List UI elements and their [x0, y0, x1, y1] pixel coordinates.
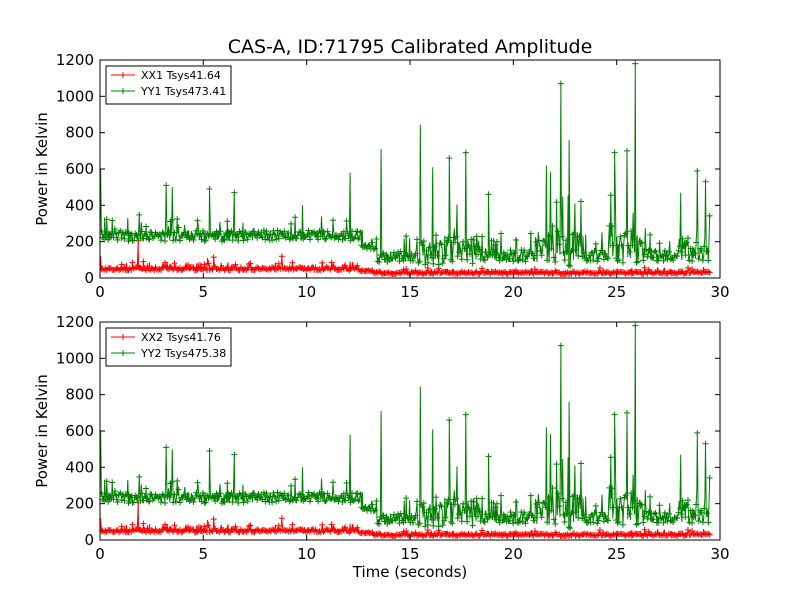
y-tick-label-2-4: 800 — [65, 386, 94, 404]
x-tick-label-2-5: 25 — [607, 545, 626, 563]
y-tick-label-2-3: 600 — [65, 422, 94, 440]
legend-label-1-2: YY1 Tsys473.41 — [140, 85, 226, 98]
y-axis-label-2: Power in Kelvin — [33, 374, 51, 488]
x-tick-label-1-0: 0 — [95, 283, 105, 301]
y-tick-label-1-5: 1000 — [56, 87, 94, 105]
legend-box-2 — [105, 327, 232, 367]
y-tick-label-1-0: 0 — [84, 269, 94, 287]
x-tick-label-1-4: 20 — [504, 283, 523, 301]
y-tick-label-1-3: 600 — [65, 160, 94, 178]
legend-label-2-1: XX2 Tsys41.76 — [141, 331, 221, 344]
x-tick-label-2-2: 10 — [297, 545, 316, 563]
y-axis-label-1: Power in Kelvin — [33, 112, 51, 226]
legend-swatch-marker-1-2 — [120, 88, 126, 94]
x-tick-label-2-4: 20 — [504, 545, 523, 563]
x-tick-label-1-6: 30 — [710, 283, 729, 301]
y-tick-label-1-6: 1200 — [56, 51, 94, 69]
x-tick-label-1-5: 25 — [607, 283, 626, 301]
subplot-2: 0 5 10 15 20 25 30 0 200 400 600 800 1000 1200 Power i… — [33, 313, 730, 581]
legend-swatch-marker-1-1 — [120, 72, 126, 78]
x-tick-label-2-0: 0 — [95, 545, 105, 563]
y-tick-label-1-2: 400 — [65, 196, 94, 214]
plot-area-2 — [100, 322, 713, 540]
y-tick-label-2-0: 0 — [84, 531, 94, 549]
legend-box-1 — [105, 65, 232, 105]
series-markers-1-2 — [100, 60, 713, 270]
series-markers-2-1 — [100, 499, 713, 540]
y-tick-label-2-2: 400 — [65, 458, 94, 476]
plot-area-1 — [100, 60, 713, 278]
legend-2: XX2 Tsys41.76 YY2 Tsys475.38 — [105, 327, 232, 367]
y-tick-label-1-1: 200 — [65, 233, 94, 251]
x-tick-label-2-3: 15 — [400, 545, 419, 563]
legend-label-2-2: YY2 Tsys475.38 — [140, 347, 226, 360]
x-tick-label-2-6: 30 — [710, 545, 729, 563]
y-tick-label-1-4: 800 — [65, 124, 94, 142]
legend-1: XX1 Tsys41.64 YY1 Tsys473.41 — [105, 65, 232, 105]
legend-label-1-1: XX1 Tsys41.64 — [141, 69, 221, 82]
chart-title-1: CAS-A, ID:71795 Calibrated Amplitude — [228, 36, 593, 58]
legend-swatch-marker-2-1 — [120, 334, 126, 340]
y-tick-label-2-1: 200 — [65, 495, 94, 513]
legend-swatch-marker-2-2 — [120, 350, 126, 356]
x-tick-label-1-1: 5 — [199, 283, 209, 301]
x-tick-label-1-3: 15 — [400, 283, 419, 301]
subplot-1: 0 5 10 15 20 25 30 0 200 400 600 800 1000 1200 Power i… — [33, 36, 730, 301]
x-tick-label-1-2: 10 — [297, 283, 316, 301]
series-markers-2-2 — [100, 322, 713, 532]
x-tick-label-2-1: 5 — [199, 545, 209, 563]
y-tick-label-2-6: 1200 — [56, 313, 94, 331]
y-tick-label-2-5: 1000 — [56, 349, 94, 367]
series-markers-1-1 — [100, 237, 713, 278]
x-axis-label-2: Time (seconds) — [352, 563, 468, 581]
